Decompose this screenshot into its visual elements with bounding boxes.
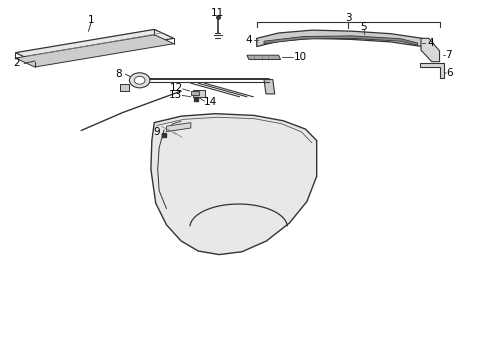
Text: 3: 3 [345,13,351,23]
Polygon shape [420,39,439,62]
Text: 13: 13 [168,90,182,100]
Polygon shape [193,90,205,97]
Text: 14: 14 [203,97,217,107]
Text: 11: 11 [211,8,224,18]
Polygon shape [190,91,199,95]
Polygon shape [264,80,274,94]
Text: 8: 8 [115,69,122,79]
Polygon shape [15,30,173,62]
Polygon shape [256,30,422,46]
Text: 1: 1 [87,15,94,26]
Text: 5: 5 [360,22,366,32]
Text: 4: 4 [426,38,433,48]
Text: 9: 9 [153,127,160,137]
Polygon shape [246,55,280,59]
Text: 12: 12 [169,83,183,93]
Polygon shape [419,63,444,78]
Circle shape [129,73,150,88]
Text: 7: 7 [445,50,451,60]
Text: 4: 4 [244,35,251,45]
Polygon shape [120,84,129,91]
Text: 6: 6 [446,68,452,78]
Polygon shape [166,123,190,132]
Text: 2: 2 [14,58,20,68]
Polygon shape [15,35,173,67]
Polygon shape [264,36,417,45]
Text: 10: 10 [293,52,306,62]
Circle shape [134,76,145,84]
Polygon shape [151,114,316,255]
